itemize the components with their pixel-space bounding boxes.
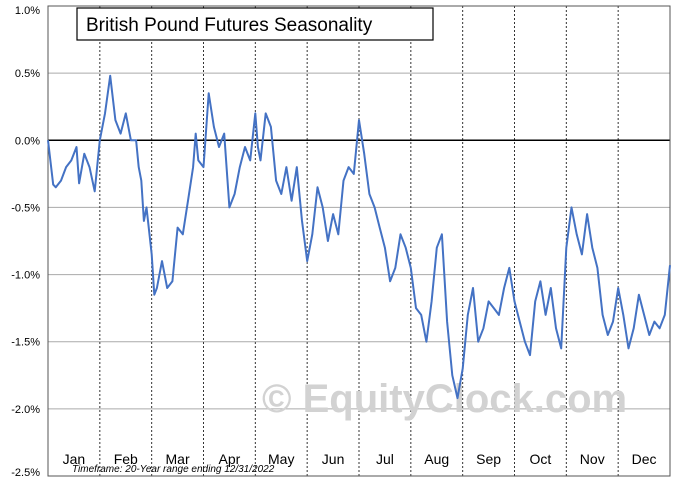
watermark-text: © EquityClock.com [262,377,627,421]
y-tick-label: 1.0% [15,5,40,17]
x-tick-label-apr: Apr [219,451,241,467]
x-tick-label-jun: Jun [322,451,345,467]
title-box-frame [76,7,434,41]
x-tick-label-oct: Oct [530,451,552,467]
y-tick-label: -1.5% [11,337,40,349]
x-tick-label-mar: Mar [166,451,190,467]
y-tick-label: 0.0% [15,135,40,147]
chart-title: British Pound Futures Seasonality [86,15,373,36]
x-tick-label-dec: Dec [632,451,657,467]
y-tick-label: -1.0% [11,270,40,282]
x-axis-month-labels: Jan Feb Mar Apr May Jun Jul Aug Sep Oct Nov Dec [63,451,657,467]
x-tick-label-feb: Feb [114,451,138,467]
x-tick-label-jul: Jul [376,451,394,467]
x-tick-label-may: May [268,451,294,467]
plot-frame [47,5,671,477]
x-tick-label-jan: Jan [63,451,86,467]
x-tick-label-aug: Aug [424,451,449,467]
y-tick-label: -2.5% [11,467,40,479]
y-tick-label: -0.5% [11,202,40,214]
x-tick-label-sep: Sep [476,451,501,467]
y-tick-label: 0.5% [15,68,40,80]
y-axis-tick-labels: 1.0% 0.5% 0.0% -0.5% -1.0% -1.5% -2.0% -2.5% [11,5,40,479]
timeframe-footnote: Timeframe: 20-Year range ending 12/31/20… [72,464,275,475]
chart-title-box: British Pound Futures Seasonality [76,7,434,41]
y-tick-label: -2.0% [11,404,40,416]
series-line [47,74,671,400]
x-tick-label-nov: Nov [580,451,605,467]
